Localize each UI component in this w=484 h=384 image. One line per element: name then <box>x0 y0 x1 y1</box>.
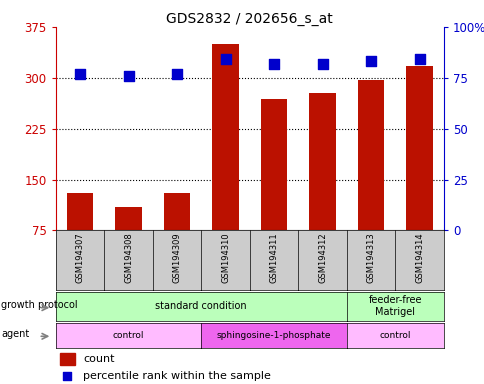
Text: control: control <box>379 331 410 339</box>
Point <box>63 373 71 379</box>
Point <box>173 71 181 77</box>
Text: GSM194310: GSM194310 <box>221 232 229 283</box>
Text: GSM194314: GSM194314 <box>414 232 423 283</box>
Point <box>318 60 326 66</box>
Point <box>221 56 229 63</box>
Bar <box>115 207 142 230</box>
Bar <box>406 66 432 230</box>
Text: standard condition: standard condition <box>155 301 246 311</box>
Text: agent: agent <box>1 329 29 339</box>
Point <box>415 56 423 63</box>
Text: GSM194308: GSM194308 <box>124 232 133 283</box>
Bar <box>260 99 287 230</box>
Text: GSM194313: GSM194313 <box>366 232 375 283</box>
Text: feeder-free
Matrigel: feeder-free Matrigel <box>368 295 421 317</box>
Bar <box>67 193 93 230</box>
Text: count: count <box>83 354 114 364</box>
Point <box>76 71 84 77</box>
Point <box>366 58 374 65</box>
Point <box>124 73 132 79</box>
Bar <box>357 81 384 230</box>
Point <box>270 60 277 66</box>
Bar <box>164 193 190 230</box>
Text: sphingosine-1-phosphate: sphingosine-1-phosphate <box>216 331 331 339</box>
Title: GDS2832 / 202656_s_at: GDS2832 / 202656_s_at <box>166 12 333 26</box>
Text: control: control <box>113 331 144 339</box>
Text: percentile rank within the sample: percentile rank within the sample <box>83 371 270 381</box>
Bar <box>212 44 239 230</box>
Bar <box>60 353 75 365</box>
Text: GSM194309: GSM194309 <box>172 232 181 283</box>
Text: GSM194307: GSM194307 <box>76 232 84 283</box>
Text: growth protocol: growth protocol <box>1 300 77 310</box>
Text: GSM194312: GSM194312 <box>318 232 326 283</box>
Text: GSM194311: GSM194311 <box>269 232 278 283</box>
Bar <box>309 93 335 230</box>
